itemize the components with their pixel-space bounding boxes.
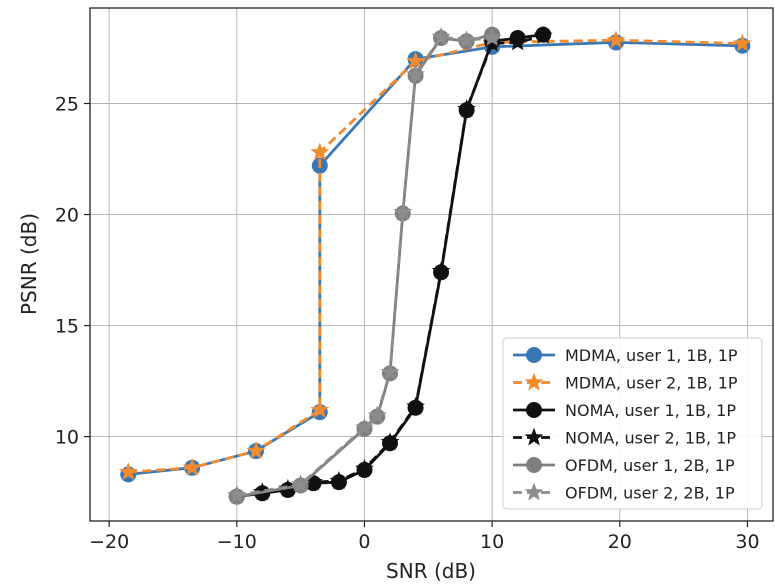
series-4-point	[457, 99, 477, 117]
series-6-point	[380, 362, 400, 381]
legend: MDMA, user 1, 1B, 1P MDMA, user 2, 1B, 1P…	[502, 337, 763, 510]
x-tick-label: 10	[480, 531, 504, 553]
legend-marker-5	[526, 457, 542, 473]
legend-label-3: NOMA, user 1, 1B, 1P	[565, 401, 736, 420]
series-6-point	[291, 474, 311, 493]
series-2-point	[246, 441, 266, 459]
series-2-point	[606, 30, 626, 49]
series-4-point	[380, 432, 400, 451]
series-2-point	[182, 457, 202, 476]
series-6-point	[367, 405, 387, 424]
series-2-point	[732, 33, 752, 52]
legend-label-2: MDMA, user 2, 1B, 1P	[565, 374, 738, 393]
series-6-point	[457, 30, 477, 49]
y-tick-label: 25	[55, 93, 79, 115]
series-4-point	[431, 261, 451, 280]
x-tick-label: 30	[735, 531, 759, 553]
x-axis-label: SNR (dB)	[386, 559, 476, 583]
legend-marker-4	[524, 427, 544, 446]
x-tick-label: −20	[89, 531, 129, 553]
legend-marker-6	[524, 482, 544, 501]
series-2-point	[118, 462, 138, 481]
x-tick-label: 20	[608, 531, 632, 553]
series-4-point	[355, 458, 374, 477]
x-tick-label: 0	[358, 531, 370, 553]
series-2-point	[310, 400, 330, 418]
series-6-point	[406, 64, 425, 83]
legend-box	[502, 337, 763, 510]
series-6	[227, 27, 502, 504]
legend-marker-2	[524, 372, 544, 391]
legend-label-4: NOMA, user 2, 1B, 1P	[565, 429, 736, 448]
series-layer	[118, 25, 752, 505]
series-4-point	[406, 396, 425, 415]
y-tick-label: 15	[55, 316, 79, 338]
x-tick-label: −10	[217, 531, 257, 553]
series-6-point	[227, 485, 247, 504]
legend-label-1: MDMA, user 1, 1B, 1P	[565, 346, 738, 365]
series-4-point	[482, 33, 502, 52]
y-tick-label: 10	[55, 427, 79, 449]
plot-frame	[89, 7, 774, 522]
legend-label-6: OFDM, user 2, 2B, 1P	[565, 484, 735, 503]
series-6-point	[393, 202, 413, 221]
tick-layer: −20 −10 0 10 20 30 10 15 20 25	[55, 93, 760, 553]
series-4-point	[508, 32, 527, 51]
series-4-point	[533, 25, 553, 44]
series-6-point	[482, 28, 502, 46]
series-4-point	[329, 471, 349, 489]
legend-marker-3	[526, 402, 542, 418]
series-6-point	[355, 417, 374, 436]
series-6-point	[431, 27, 451, 45]
legend-label-5: OFDM, user 1, 2B, 1P	[565, 456, 735, 475]
y-axis-label: PSNR (dB)	[17, 213, 41, 315]
legend-marker-1	[526, 347, 542, 363]
series-2-point	[310, 142, 330, 161]
y-tick-label: 20	[55, 205, 79, 227]
